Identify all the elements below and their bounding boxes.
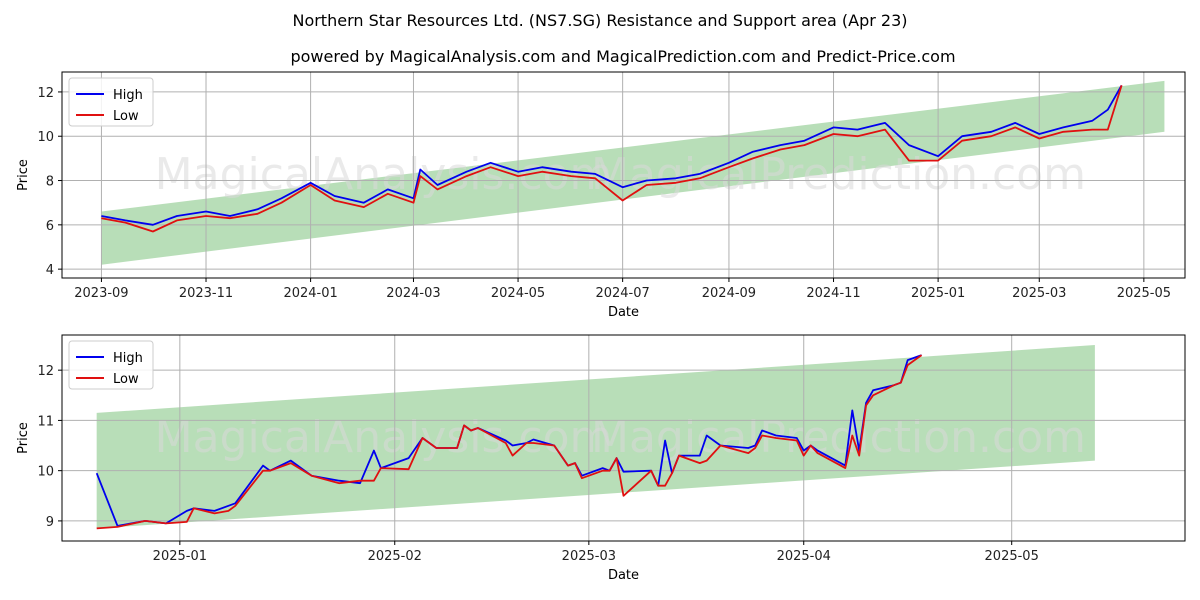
y-tick-label: 10 bbox=[37, 130, 54, 145]
legend-label-high: High bbox=[113, 351, 143, 366]
plot-frame bbox=[61, 334, 1186, 542]
watermark-prediction: MagicalPrediction.com bbox=[591, 149, 1086, 200]
y-axis-label: Price bbox=[16, 422, 31, 454]
y-tick-label: 12 bbox=[37, 86, 54, 101]
x-tick-label: 2025-04 bbox=[777, 549, 831, 564]
y-axis-label: Price bbox=[16, 159, 31, 191]
upper-panel: MagicalAnalysis.comMagicalPrediction.com… bbox=[16, 71, 1186, 320]
x-tick-label: 2024-01 bbox=[283, 286, 337, 301]
x-tick-label: 2024-05 bbox=[491, 286, 545, 301]
x-tick-label: 2024-03 bbox=[386, 286, 440, 301]
x-tick-label: 2024-09 bbox=[702, 286, 756, 301]
legend-label-low: Low bbox=[113, 372, 139, 387]
series-high-line bbox=[101, 84, 1123, 226]
chart-subtitle: powered by MagicalAnalysis.com and Magic… bbox=[290, 47, 955, 66]
x-tick-label: 2025-03 bbox=[1012, 286, 1066, 301]
x-tick-label: 2025-03 bbox=[562, 549, 616, 564]
y-tick-label: 4 bbox=[46, 263, 54, 278]
x-tick-label: 2025-05 bbox=[1117, 286, 1171, 301]
y-tick-label: 12 bbox=[37, 364, 54, 379]
series-low-line bbox=[96, 354, 923, 530]
chart-title: Northern Star Resources Ltd. (NS7.SG) Re… bbox=[292, 11, 907, 30]
legend-label-high: High bbox=[113, 88, 143, 103]
x-tick-label: 2025-05 bbox=[985, 549, 1039, 564]
plot-frame bbox=[61, 71, 1186, 279]
x-tick-label: 2023-09 bbox=[74, 286, 128, 301]
resistance-support-band bbox=[101, 80, 1165, 265]
x-tick-label: 2024-11 bbox=[806, 286, 860, 301]
lower-panel: MagicalAnalysis.comMagicalPrediction.com… bbox=[16, 334, 1186, 583]
y-tick-label: 9 bbox=[46, 515, 54, 530]
x-tick-label: 2025-02 bbox=[368, 549, 422, 564]
x-tick-label: 2025-01 bbox=[153, 549, 207, 564]
legend-label-low: Low bbox=[113, 109, 139, 124]
y-tick-label: 6 bbox=[46, 219, 54, 234]
x-tick-label: 2023-11 bbox=[179, 286, 233, 301]
y-tick-label: 11 bbox=[37, 414, 54, 429]
x-tick-label: 2024-07 bbox=[595, 286, 649, 301]
watermark-analysis: MagicalAnalysis.com bbox=[155, 412, 613, 463]
y-tick-label: 10 bbox=[37, 465, 54, 480]
x-tick-label: 2025-01 bbox=[911, 286, 965, 301]
x-axis-label: Date bbox=[608, 568, 639, 583]
y-tick-label: 8 bbox=[46, 175, 54, 190]
series-low-line bbox=[101, 85, 1123, 233]
x-axis-label: Date bbox=[608, 305, 639, 320]
